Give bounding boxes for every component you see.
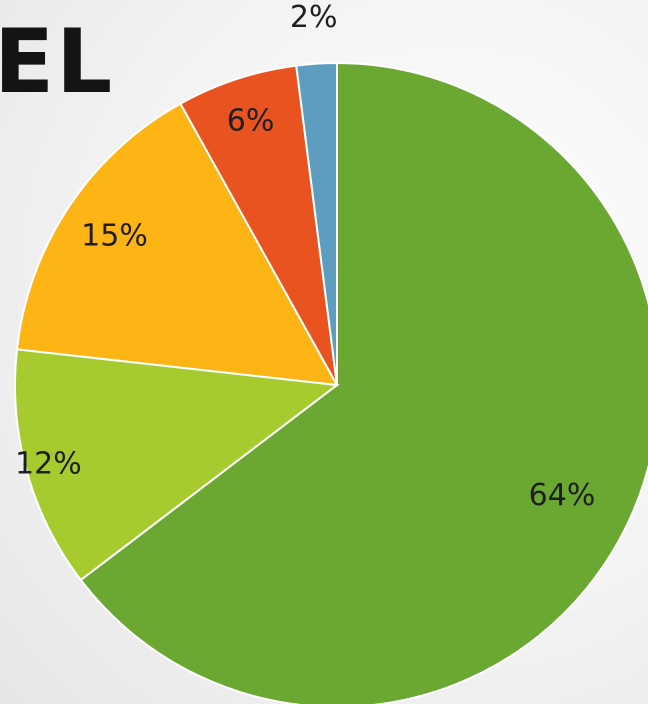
pie-slice-15 xyxy=(15,102,339,387)
pie-slice-64 xyxy=(79,61,648,704)
pie-slice-2 xyxy=(295,61,338,386)
pie-labels: 64% 12% 15% 6% 2% xyxy=(15,0,595,513)
pie-slice-label: 2% xyxy=(290,0,338,35)
pie-slice-label: 64% xyxy=(529,478,596,513)
pie-slice-label: 15% xyxy=(81,219,148,254)
pie-slice-label: 12% xyxy=(15,446,82,481)
pie-slice-12 xyxy=(14,348,340,582)
pie-slice-6 xyxy=(179,64,338,386)
slide-title-fragment: EL xyxy=(0,10,115,113)
pie-slices xyxy=(14,61,648,704)
pie-slice-label: 6% xyxy=(227,103,275,138)
